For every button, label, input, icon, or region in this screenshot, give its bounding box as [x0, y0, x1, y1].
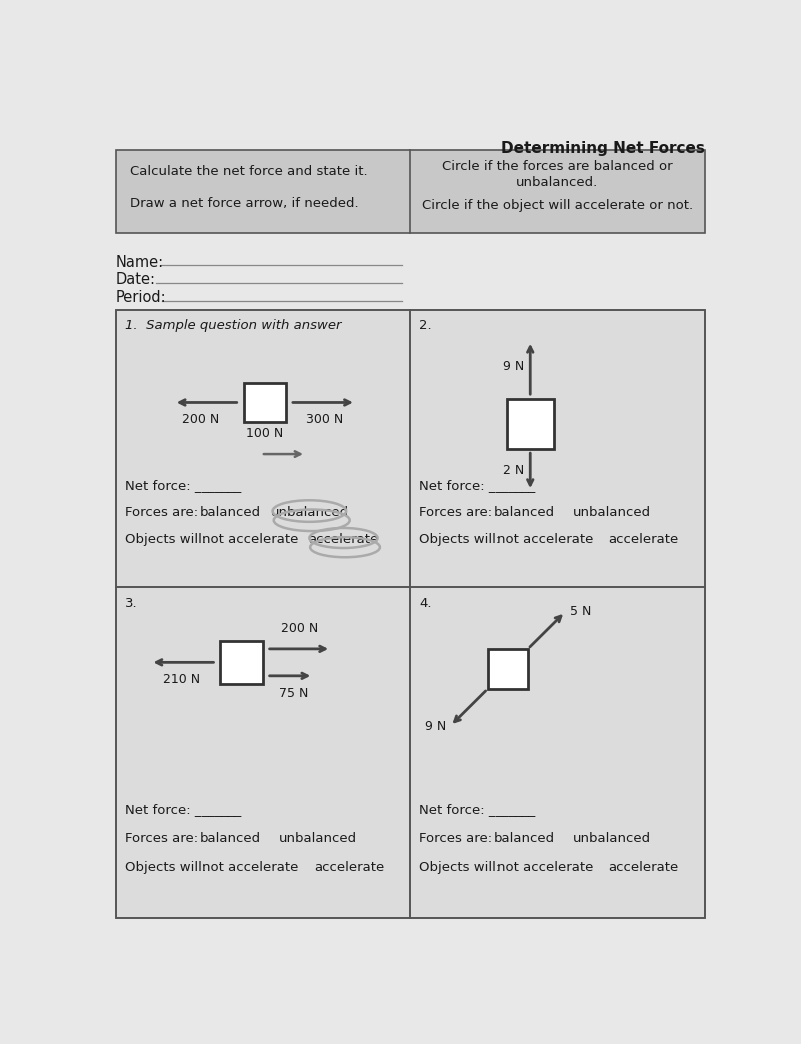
Text: unbalanced: unbalanced	[279, 832, 356, 846]
Text: 3.: 3.	[125, 596, 138, 610]
Text: accelerate: accelerate	[609, 861, 678, 875]
Bar	[410, 310, 705, 588]
Bar	[115, 310, 410, 588]
Text: Period:: Period:	[115, 290, 167, 305]
Text: Circle if the forces are balanced or: Circle if the forces are balanced or	[442, 161, 673, 173]
Bar	[115, 310, 705, 919]
Bar	[115, 310, 705, 919]
Text: not accelerate: not accelerate	[203, 861, 299, 875]
Text: accelerate: accelerate	[308, 533, 378, 546]
Text: Calculate the net force and state it.: Calculate the net force and state it.	[130, 165, 367, 177]
Text: Forces are:: Forces are:	[125, 832, 198, 846]
Text: unbalanced: unbalanced	[271, 506, 348, 520]
Text: 2 N: 2 N	[503, 464, 524, 477]
Text: balanced: balanced	[199, 832, 260, 846]
Text: Objects will:: Objects will:	[420, 533, 501, 546]
Text: accelerate: accelerate	[609, 533, 678, 546]
Text: 9 N: 9 N	[503, 360, 524, 373]
Text: Objects will:: Objects will:	[125, 533, 206, 546]
Text: 300 N: 300 N	[306, 413, 344, 426]
Text: Net force: _______: Net force: _______	[420, 803, 536, 815]
Bar	[507, 399, 553, 449]
Text: Date:: Date:	[115, 272, 155, 287]
Text: accelerate: accelerate	[314, 861, 384, 875]
Text: Net force: _______: Net force: _______	[420, 479, 536, 493]
Text: balanced: balanced	[494, 506, 555, 520]
Text: not accelerate: not accelerate	[497, 533, 594, 546]
Text: 2.: 2.	[420, 319, 432, 332]
Text: 5 N: 5 N	[570, 606, 591, 618]
Text: not accelerate: not accelerate	[203, 533, 299, 546]
Text: 100 N: 100 N	[246, 427, 284, 441]
Text: not accelerate: not accelerate	[497, 861, 594, 875]
Bar	[244, 383, 286, 422]
Text: Name:: Name:	[115, 255, 163, 269]
Text: Forces are:: Forces are:	[420, 506, 493, 520]
Text: 4.: 4.	[420, 596, 432, 610]
Text: 200 N: 200 N	[183, 413, 219, 426]
Text: Objects will:: Objects will:	[420, 861, 501, 875]
Text: 1.  Sample question with answer: 1. Sample question with answer	[125, 319, 341, 332]
Text: Net force: _______: Net force: _______	[125, 479, 241, 493]
Text: Determining Net Forces: Determining Net Forces	[501, 141, 705, 156]
Bar	[410, 588, 705, 919]
Text: 9 N: 9 N	[425, 719, 446, 733]
Text: Draw a net force arrow, if needed.: Draw a net force arrow, if needed.	[130, 197, 358, 210]
Text: 200 N: 200 N	[281, 622, 319, 635]
Text: unbalanced: unbalanced	[573, 832, 651, 846]
Text: Net force: _______: Net force: _______	[125, 803, 241, 815]
Bar	[115, 150, 705, 233]
Text: 75 N: 75 N	[280, 687, 308, 701]
Text: unbalanced: unbalanced	[573, 506, 651, 520]
Text: balanced: balanced	[199, 506, 260, 520]
Text: Forces are:: Forces are:	[420, 832, 493, 846]
Text: Circle if the object will accelerate or not.: Circle if the object will accelerate or …	[422, 198, 693, 212]
Text: Forces are:: Forces are:	[125, 506, 198, 520]
Bar	[220, 641, 263, 684]
Text: balanced: balanced	[494, 832, 555, 846]
Text: unbalanced.: unbalanced.	[517, 175, 598, 189]
Bar	[115, 588, 410, 919]
Text: 210 N: 210 N	[163, 673, 200, 686]
Bar	[488, 649, 528, 689]
Text: Objects will:: Objects will:	[125, 861, 206, 875]
